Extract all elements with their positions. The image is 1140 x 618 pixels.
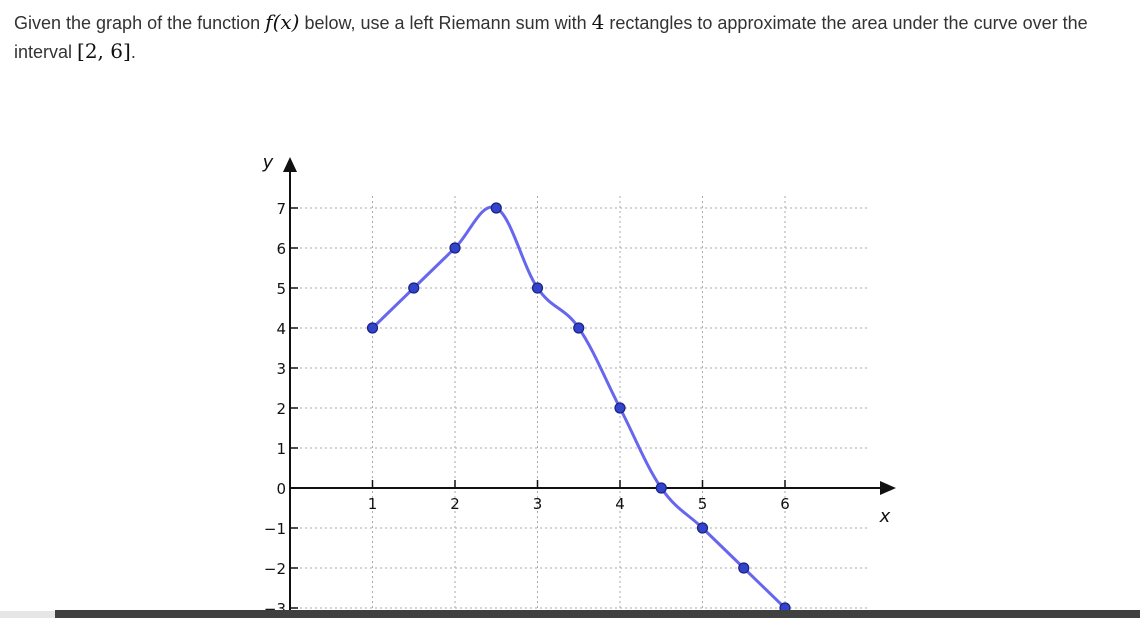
scrollbar-track-left (0, 611, 55, 618)
function-curve (371, 205, 787, 610)
y-tick-label: −2 (264, 560, 286, 578)
y-tick-label: 7 (276, 200, 286, 218)
y-tick-label: 1 (276, 440, 286, 458)
x-axis-arrow (880, 481, 896, 495)
y-tick-label: 5 (276, 280, 286, 298)
data-point (573, 322, 585, 334)
x-tick-label: 3 (533, 495, 543, 513)
data-point (655, 482, 667, 494)
data-point (490, 202, 502, 214)
question-text: Given the graph of the function f(x) bel… (14, 8, 1124, 66)
x-tick-label: 1 (368, 495, 378, 513)
y-tick-label: −1 (264, 520, 286, 538)
data-point (366, 322, 379, 334)
question-end: . (130, 42, 136, 62)
question-text-middle: below, use a left Riemann sum with (299, 13, 592, 33)
data-point (531, 282, 544, 294)
data-point (614, 402, 626, 414)
y-axis-arrow (283, 157, 297, 172)
data-point (696, 522, 709, 534)
rectangle-count: 4 (591, 10, 605, 34)
y-tick-label: 2 (276, 400, 286, 418)
y-tick-label: 0 (276, 480, 286, 498)
data-point (408, 282, 420, 294)
data-point (738, 562, 750, 574)
x-tick-label: 2 (450, 495, 460, 513)
question-text-before: Given the graph of the function (14, 13, 266, 33)
y-tick-label: 4 (276, 320, 286, 338)
question-text-after: rectangles to approximate the area under… (14, 13, 1088, 62)
function-notation: f(x) (265, 10, 300, 34)
y-tick-label: 3 (276, 360, 286, 378)
data-point (449, 242, 461, 254)
y-tick-label: 6 (276, 240, 286, 258)
horizontal-scrollbar[interactable] (55, 610, 1140, 618)
x-axis-label: x (879, 506, 891, 527)
interval: [2, 6] (77, 39, 131, 63)
y-axis-label: y (262, 152, 274, 173)
x-tick-label: 5 (698, 495, 708, 513)
x-tick-label: 6 (780, 495, 790, 513)
x-tick-label: 4 (615, 495, 625, 513)
